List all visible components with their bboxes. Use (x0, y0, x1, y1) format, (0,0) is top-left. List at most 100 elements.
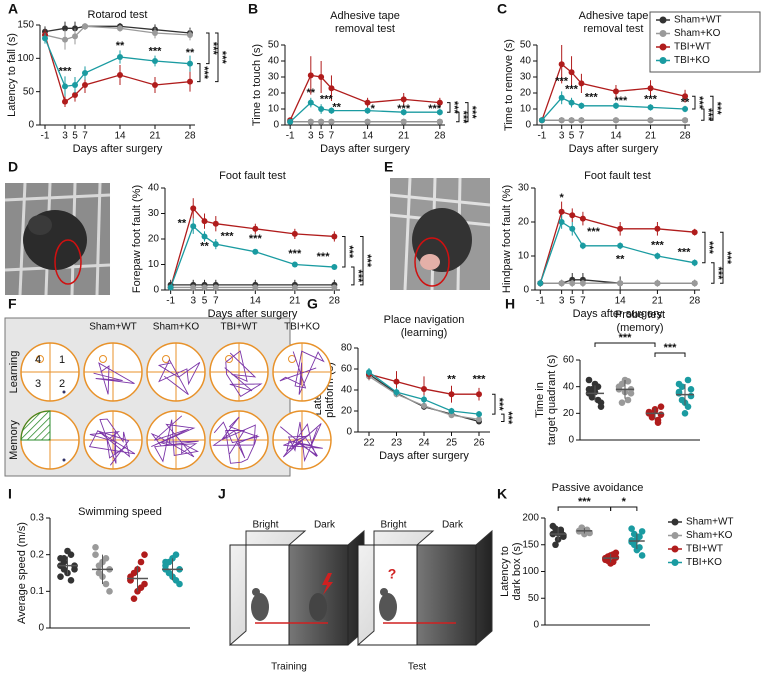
data-point (537, 280, 544, 287)
chart-title: Foot fault test (584, 170, 651, 182)
y-axis-label: Hindpaw foot fault (%) (501, 185, 513, 293)
row-label: Learning (8, 351, 20, 394)
data-point (152, 30, 158, 36)
data-point (364, 107, 371, 114)
data-point (212, 241, 219, 248)
significance: *** (288, 248, 302, 260)
y-tick-label: 0 (523, 285, 529, 296)
chart-title: (memory) (616, 322, 663, 334)
x-tick-label: 14 (362, 131, 374, 142)
y-axis-label: Latency to (499, 546, 511, 597)
swim-path (212, 416, 260, 464)
legend-label: Sham+KO (686, 530, 733, 541)
chart-title: Place navigation (384, 314, 465, 326)
x-tick-label: 21 (149, 131, 161, 142)
x-axis-label: Days after surgery (573, 308, 663, 320)
box-dark (416, 529, 493, 646)
data-point (67, 577, 75, 584)
legend-marker (671, 545, 679, 553)
data-point (187, 60, 193, 67)
data-point (72, 92, 78, 98)
y-tick-label: 20 (148, 234, 160, 245)
chart-title: (learning) (401, 327, 447, 339)
data-point (617, 242, 624, 249)
data-point (578, 102, 585, 109)
data-point (400, 118, 407, 125)
y-tick-label: 20 (520, 88, 532, 99)
data-point (654, 419, 662, 426)
bracket (206, 32, 210, 65)
x-tick-label: 21 (645, 131, 657, 142)
y-tick-label: 0 (153, 285, 159, 296)
quadrant-label: 4 (35, 354, 41, 366)
data-point (638, 528, 646, 535)
x-tick-label: 25 (446, 438, 458, 449)
bracket-label: *** (448, 101, 460, 115)
data-point (117, 54, 123, 60)
significance: *** (317, 251, 331, 263)
data-point (62, 98, 68, 105)
data-point (476, 416, 482, 423)
data-point (201, 233, 208, 240)
caption: Training (271, 662, 307, 673)
data-point (476, 411, 482, 418)
series-line (289, 101, 440, 123)
bracket-label: *** (216, 51, 228, 65)
data-point (364, 118, 371, 125)
photo-hindpaw (389, 177, 491, 291)
data-point (62, 25, 68, 32)
x-tick-label: 24 (418, 438, 430, 449)
data-point (558, 61, 565, 68)
significance: *** (149, 46, 163, 58)
data-point (648, 414, 656, 421)
chart-title: Adhesive tape (330, 10, 400, 22)
bracket (465, 102, 469, 123)
data-point (162, 558, 169, 566)
significance: *** (555, 76, 569, 88)
bracket-label: *** (466, 106, 478, 120)
x-tick-label: 14 (610, 131, 622, 142)
x-tick-label: 7 (580, 296, 586, 307)
x-tick-label: 3 (308, 131, 314, 142)
data-point (92, 551, 99, 558)
data-point (647, 104, 654, 111)
y-tick-label: 150 (522, 539, 539, 550)
bracket (501, 413, 505, 422)
data-point (328, 118, 335, 125)
x-tick-label: 22 (363, 438, 375, 449)
bracket-label: *** (711, 102, 723, 116)
data-point (597, 403, 605, 410)
data-point (436, 99, 443, 106)
platform (99, 355, 107, 363)
room-label: Bright (252, 520, 278, 531)
data-point (558, 94, 565, 101)
data-point (318, 74, 325, 80)
data-point (252, 225, 259, 232)
x-tick-label: 7 (329, 131, 335, 142)
x-tick-label: -1 (537, 131, 546, 142)
x-tick-label: 7 (213, 296, 219, 307)
data-point (42, 35, 48, 42)
data-point (552, 541, 559, 549)
chart-title: Probe test (615, 309, 665, 321)
x-axis-label: Days after surgery (320, 143, 410, 155)
x-axis-label: Days after surgery (569, 143, 659, 155)
mouse (251, 593, 269, 621)
data-point (95, 562, 103, 569)
platform (225, 355, 233, 363)
legend-label: TBI+WT (686, 544, 723, 555)
y-tick-label: 0 (273, 120, 279, 131)
panel-label: C (497, 1, 507, 17)
data-point (307, 118, 314, 125)
bracket (720, 231, 724, 284)
data-point (436, 118, 443, 125)
y-tick-label: 60 (563, 355, 575, 366)
chart-title: Passive avoidance (552, 482, 644, 494)
data-point (117, 25, 123, 32)
significance: *** (320, 93, 334, 105)
bracket (702, 231, 706, 264)
x-tick-label: 3 (559, 296, 565, 307)
bracket (710, 95, 714, 121)
data-point (612, 117, 619, 124)
data-point (172, 577, 180, 584)
